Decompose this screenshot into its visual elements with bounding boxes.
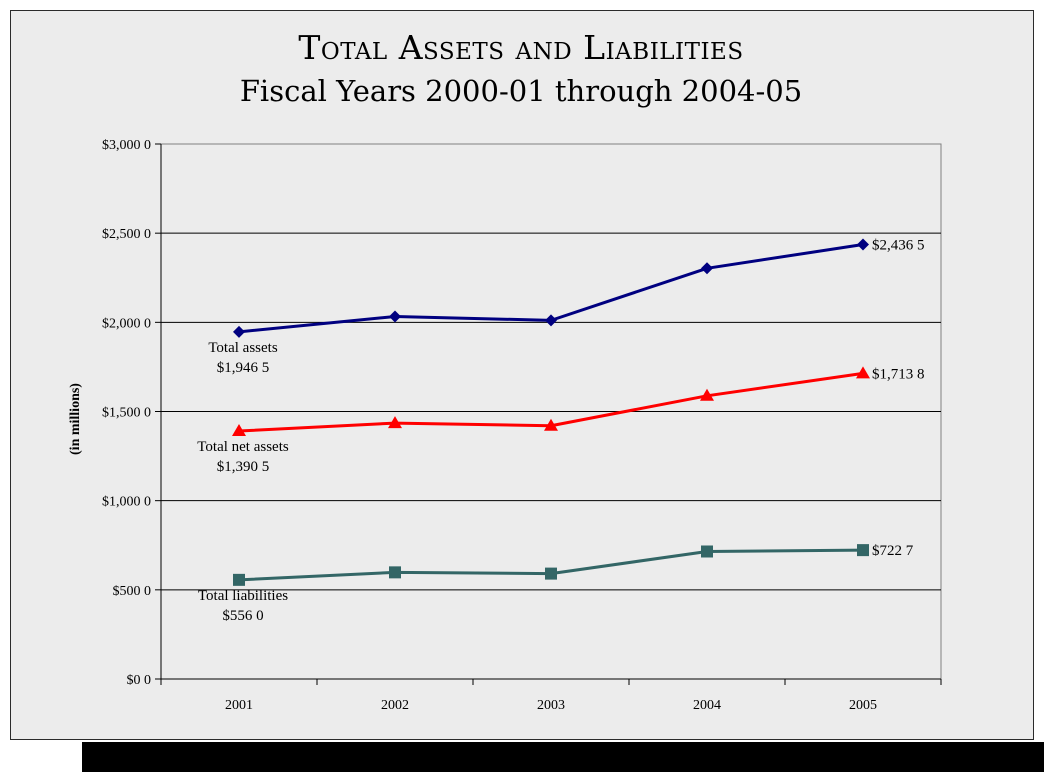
total_assets-point (857, 238, 869, 251)
chart-subtitle: Fiscal Years 2000-01 through 2004-05 (240, 74, 802, 108)
total_liabilities-point (701, 545, 713, 558)
line-chart: Total Assets and Liabilities Fiscal Year… (68, 28, 942, 713)
y-tick-label: $2,500 0 (102, 227, 151, 242)
total_assets-start-label: Total assets (208, 340, 278, 356)
total_liabilities-end-value: $722 7 (872, 543, 914, 559)
chart-title: Total Assets and Liabilities (298, 28, 743, 67)
total_net_assets-end-value: $1,713 8 (872, 366, 925, 382)
y-tick-label: $3,000 0 (102, 138, 151, 153)
total_net_assets-point (544, 418, 558, 431)
total_liabilities-start-value: $556 0 (222, 608, 263, 624)
total_assets-point (701, 262, 713, 275)
total_net_assets-point (232, 424, 246, 437)
total_assets-point (233, 325, 245, 338)
total_net_assets-point (856, 366, 870, 379)
y-tick-label: $0 0 (127, 673, 152, 688)
total_net_assets-point (388, 416, 402, 429)
x-tick-label: 2002 (381, 698, 409, 713)
y-tick-label: $1,000 0 (102, 495, 151, 510)
total_liabilities-point (857, 544, 869, 557)
plot-area: $0 0 $500 0 $1,000 0 $1,500 0 $2,000 0 $2,500… (102, 138, 942, 713)
total_net_assets-start-label: Total net assets (197, 439, 289, 455)
x-tick-label: 2001 (225, 698, 253, 713)
total_net_assets-point (700, 388, 714, 401)
frame-shadow (82, 742, 1044, 772)
x-tick-label: 2004 (693, 698, 721, 713)
total_assets-point (545, 314, 557, 327)
total_assets-start-value: $1,946 5 (217, 360, 270, 376)
total_assets-end-value: $2,436 5 (872, 237, 925, 253)
x-tick-label: 2003 (537, 698, 565, 713)
total_liabilities-point (233, 573, 245, 586)
chart-frame: Total Assets and Liabilities Fiscal Year… (10, 10, 1034, 740)
y-axis-label: (in millions) (68, 383, 83, 455)
total_liabilities-point (389, 566, 401, 579)
total_assets-point (389, 310, 401, 323)
y-tick-label: $2,000 0 (102, 316, 151, 331)
x-tick-label: 2005 (849, 698, 877, 713)
total_liabilities-start-label: Total liabilities (198, 588, 288, 604)
total_liabilities-point (545, 567, 557, 580)
y-tick-label: $1,500 0 (102, 406, 151, 421)
y-tick-label: $500 0 (113, 584, 152, 599)
total_net_assets-start-value: $1,390 5 (217, 459, 270, 475)
